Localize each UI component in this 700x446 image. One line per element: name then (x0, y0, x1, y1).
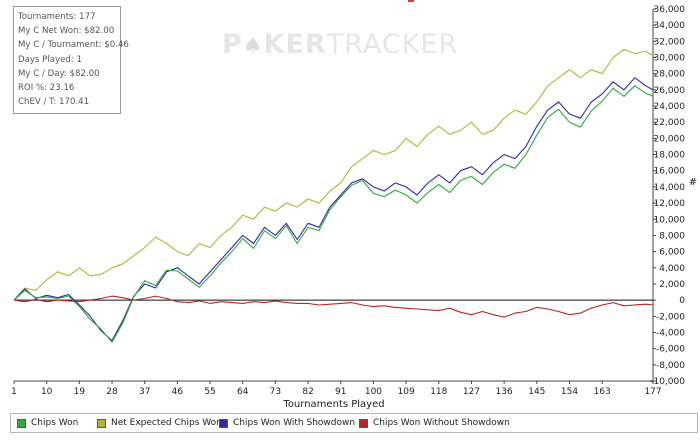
x-tick-label: 55 (204, 387, 215, 397)
x-tick-label: 127 (463, 387, 480, 397)
legend-swatch (219, 418, 228, 428)
x-tick-label: 109 (398, 387, 415, 397)
y-tick-label: 2,000 (659, 280, 685, 290)
x-tick-label: 91 (335, 387, 346, 397)
stat-net-won: My C Net Won: $82.00 (18, 26, 115, 37)
y-tick-labels: -10,000 -8,000 -6,000 -4,000 -2,000 0 2,000 4,0… (650, 5, 685, 387)
x-tick-label: 163 (594, 387, 611, 397)
y-tick-label: 34,000 (654, 21, 686, 31)
y-tick-label: 30,000 (654, 54, 686, 64)
y-tick-label: 0 (679, 296, 685, 306)
legend-item-net-expected[interactable]: Net Expected Chips Won (97, 418, 222, 428)
red-top-mark (408, 0, 414, 2)
x-tick-label: 177 (644, 387, 661, 397)
x-tick-label: 73 (270, 387, 281, 397)
y-tick-label: -4,000 (656, 328, 685, 338)
y-tick-label: 8,000 (659, 231, 685, 241)
stats-panel: Tournaments: 177 My C Net Won: $82.00 My… (13, 6, 129, 114)
x-tick-label: 19 (74, 387, 86, 397)
x-tick-label: 100 (365, 387, 382, 397)
x-axis-title: Tournaments Played (282, 399, 384, 410)
legend-swatch (359, 418, 368, 428)
y-tick-label: 6,000 (659, 248, 685, 258)
x-tick-label: 46 (172, 387, 184, 397)
y-tick-label: -2,000 (656, 312, 685, 322)
stat-per-day: My C / Day: $82.00 (18, 68, 100, 79)
x-tick-label: 82 (302, 387, 313, 397)
y-tick-label: 20,000 (654, 134, 686, 144)
y-tick-label: 14,000 (654, 183, 686, 193)
y-tick-label: 12,000 (654, 199, 686, 209)
y-tick-label: 18,000 (654, 151, 686, 161)
y-tick-label: 28,000 (654, 70, 686, 80)
y-tick-label: 4,000 (659, 264, 685, 274)
x-tick-label: 10 (41, 387, 53, 397)
y-tick-label: 16,000 (654, 167, 686, 177)
series-line-chips-won-with-showdown (13, 77, 654, 342)
y-tick-label: -10,000 (650, 377, 685, 387)
stat-days-played: Days Played: 1 (18, 54, 82, 65)
legend-item-chips-won[interactable]: Chips Won (17, 418, 78, 428)
y-tick-label: 24,000 (654, 102, 686, 112)
x-tick-label: 145 (528, 387, 545, 397)
series-line-chips-won (13, 85, 654, 343)
legend-item-without-showdown[interactable]: Chips Won Without Showdown (359, 418, 510, 428)
series-line-net-expected-chips-won (13, 48, 654, 301)
stat-chev: ChEV / T: 170.41 (18, 97, 90, 108)
y-tick-label: 22,000 (654, 118, 686, 128)
y-tick-label: 36,000 (654, 5, 686, 15)
legend-item-with-showdown[interactable]: Chips Won With Showdown (219, 418, 355, 428)
legend-swatch (97, 418, 106, 428)
y-axis-title: # (689, 177, 697, 188)
y-tick-label: 26,000 (654, 86, 686, 96)
x-tick-label: 1 (11, 387, 17, 397)
x-tick-label: 28 (106, 387, 118, 397)
stat-tournaments: Tournaments: 177 (18, 12, 96, 22)
y-tick-label: -8,000 (656, 361, 685, 371)
series-lines (13, 48, 654, 343)
x-tick-label: 154 (561, 387, 578, 397)
legend-label: Net Expected Chips Won (111, 418, 222, 428)
legend-label: Chips Won Without Showdown (373, 418, 510, 428)
x-tick-labels: 1 10 19 28 37 46 55 64 73 82 91 100 109 118 127 136 145 1… (11, 381, 662, 397)
watermark-logo: P♠KERTRACKER (222, 29, 458, 60)
stat-roi: ROI %: 23.16 (18, 83, 75, 94)
x-tick-label: 37 (139, 387, 150, 397)
legend-label: Chips Won (31, 418, 79, 428)
x-tick-label: 118 (430, 387, 447, 397)
x-tick-label: 64 (237, 387, 249, 397)
y-tick-label: 10,000 (654, 215, 686, 225)
stat-per-tournament: My C / Tournament: $0.46 (18, 40, 129, 51)
x-tick-label: 136 (496, 387, 513, 397)
series-line-chips-won-without-showdown (13, 295, 654, 318)
legend: Chips Won Net Expected Chips Won Chips W… (10, 413, 698, 433)
legend-swatch (17, 418, 26, 428)
line-chart: P♠KERTRACKER -10,000 -8,000 -6,000 -4,000 -2… (11, 0, 697, 410)
legend-label: Chips Won With Showdown (233, 418, 356, 428)
y-tick-label: -6,000 (656, 345, 685, 355)
y-tick-label: 32,000 (654, 37, 686, 47)
